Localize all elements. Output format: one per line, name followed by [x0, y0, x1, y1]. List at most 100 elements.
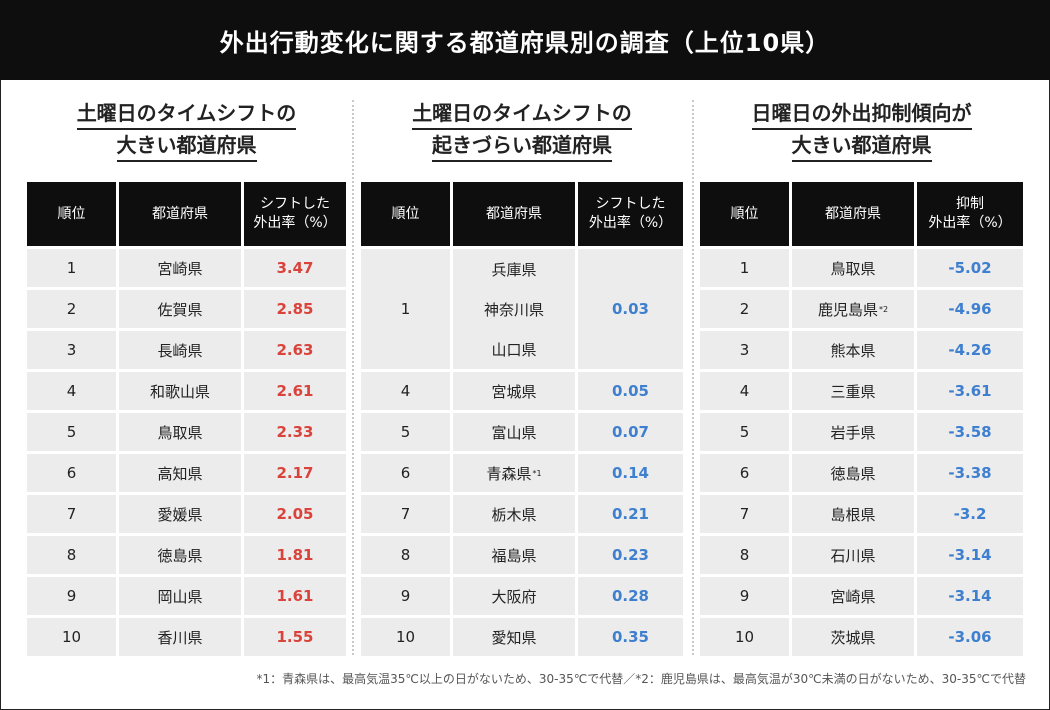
table-row: 5 岩手県 -3.58 — [700, 413, 1023, 451]
prefecture-cell: 熊本県 — [792, 331, 914, 369]
rank-cell: 5 — [361, 413, 450, 451]
header-cell-3: 抑制 外出率（%） — [917, 182, 1023, 246]
footnote-marker: *1 — [532, 468, 542, 478]
rank-cell: 7 — [700, 495, 789, 533]
rank-cell: 1 — [27, 249, 116, 287]
rank-cell: 8 — [361, 536, 450, 574]
divider-left — [352, 100, 354, 655]
panel-title-line2: 起きづらい都道府県 — [432, 130, 612, 162]
header-cell-1: 順位 — [361, 182, 450, 246]
prefecture-cell: 富山県 — [453, 413, 575, 451]
rank-cell: 2 — [700, 290, 789, 328]
prefecture-name: 富山県 — [491, 423, 537, 442]
value-cell: 0.14 — [578, 454, 683, 492]
panel-title: 土曜日のタイムシフトの 大きい都道府県 — [27, 98, 346, 168]
prefecture-cell: 佐賀県 — [119, 290, 241, 328]
rank-cell: 6 — [361, 454, 450, 492]
prefecture-name: 福島県 — [491, 546, 537, 565]
divider-right — [692, 100, 694, 655]
header-cell-1: 順位 — [27, 182, 116, 246]
header-cell-3: シフトした 外出率（%） — [244, 182, 346, 246]
prefecture-name: 佐賀県 — [157, 300, 203, 319]
value-cell: -3.61 — [917, 372, 1023, 410]
value-cell: 2.61 — [244, 372, 346, 410]
rank-cell: 1 — [361, 249, 450, 369]
panel-title-line1: 土曜日のタイムシフトの — [76, 98, 297, 130]
prefecture-cell: 三重県 — [792, 372, 914, 410]
value-cell: -3.14 — [917, 536, 1023, 574]
rank-cell: 10 — [700, 618, 789, 656]
table-row: 9 宮崎県 -3.14 — [700, 577, 1023, 615]
prefecture-cell: 福島県 — [453, 536, 575, 574]
value-cell: -3.14 — [917, 577, 1023, 615]
prefecture-cell: 島根県 — [792, 495, 914, 533]
prefecture-cell: 石川県 — [792, 536, 914, 574]
header-cell-2: 都道府県 — [119, 182, 241, 246]
table-row: 3 熊本県 -4.26 — [700, 331, 1023, 369]
table-body: 1 宮崎県 3.47 2 佐賀県 2.85 3 長崎県 2.63 4 和歌山県 2.61 5 鳥取県 2.3… — [27, 249, 346, 659]
value-cell: 3.47 — [244, 249, 346, 287]
table-row: 4 三重県 -3.61 — [700, 372, 1023, 410]
table-row: 8 徳島県 1.81 — [27, 536, 346, 574]
prefecture-cell: 宮崎県 — [119, 249, 241, 287]
prefecture-cell: 青森県 *1 — [453, 454, 575, 492]
table-row: 4 宮城県 0.05 — [361, 372, 683, 410]
rank-cell: 1 — [700, 249, 789, 287]
table-row: 5 鳥取県 2.33 — [27, 413, 346, 451]
table-row: 6 徳島県 -3.38 — [700, 454, 1023, 492]
value-cell: 1.81 — [244, 536, 346, 574]
header-cell-3: シフトした 外出率（%） — [578, 182, 683, 246]
prefecture-cell: 高知県 — [119, 454, 241, 492]
prefecture-name: 長崎県 — [157, 341, 203, 360]
rank-cell: 5 — [700, 413, 789, 451]
table-header: 順位 都道府県 シフトした 外出率（%） — [361, 182, 683, 246]
table-row: 7 栃木県 0.21 — [361, 495, 683, 533]
prefecture-name: 茨城県 — [830, 628, 876, 647]
table-header: 順位 都道府県 抑制 外出率（%） — [700, 182, 1023, 246]
prefecture-cell: 栃木県 — [453, 495, 575, 533]
rank-cell: 8 — [700, 536, 789, 574]
prefecture-cell: 岡山県 — [119, 577, 241, 615]
rank-cell: 6 — [700, 454, 789, 492]
value-cell: -3.06 — [917, 618, 1023, 656]
rank-cell: 4 — [27, 372, 116, 410]
table-row: 3 長崎県 2.63 — [27, 331, 346, 369]
prefecture-name: 島根県 — [830, 505, 876, 524]
page-title: 外出行動変化に関する都道府県別の調査（上位10県） — [0, 0, 1050, 80]
value-cell: 1.61 — [244, 577, 346, 615]
table-row: 9 大阪府 0.28 — [361, 577, 683, 615]
panel-title-line2: 大きい都道府県 — [116, 130, 257, 162]
prefecture-cell: 鹿児島県 *2 — [792, 290, 914, 328]
table-row: 2 佐賀県 2.85 — [27, 290, 346, 328]
rank-cell: 10 — [361, 618, 450, 656]
prefecture-name: 栃木県 — [491, 505, 537, 524]
prefecture-cell: 愛媛県 — [119, 495, 241, 533]
table-row: 7 島根県 -3.2 — [700, 495, 1023, 533]
footnote-marker: *2 — [878, 304, 889, 314]
table-row: 4 和歌山県 2.61 — [27, 372, 346, 410]
prefecture-cell: 鳥取県 — [119, 413, 241, 451]
rank-cell: 4 — [700, 372, 789, 410]
header-cell-2: 都道府県 — [453, 182, 575, 246]
prefecture-cell: 宮崎県 — [792, 577, 914, 615]
table-row: 9 岡山県 1.61 — [27, 577, 346, 615]
value-cell: 2.33 — [244, 413, 346, 451]
value-cell: 0.28 — [578, 577, 683, 615]
prefecture-name: 香川県 — [157, 628, 203, 647]
rank-cell: 6 — [27, 454, 116, 492]
value-cell: 0.05 — [578, 372, 683, 410]
table-row: 1 宮崎県 3.47 — [27, 249, 346, 287]
prefecture-cell: 茨城県 — [792, 618, 914, 656]
rank-cell: 3 — [700, 331, 789, 369]
prefecture-name: 愛媛県 — [157, 505, 203, 524]
rank-cell: 9 — [700, 577, 789, 615]
prefecture-name: 兵庫県 — [491, 260, 537, 279]
prefecture-name: 宮城県 — [491, 382, 537, 401]
table-row: 10 香川県 1.55 — [27, 618, 346, 656]
value-cell: 2.85 — [244, 290, 346, 328]
prefecture-name: 高知県 — [157, 464, 203, 483]
table-body: 1 兵庫県 神奈川県 山口県 0.03 4 宮城県 0.05 5 富山県 0.07 6 青森県 *1 0.1… — [361, 249, 683, 659]
rank-cell: 7 — [27, 495, 116, 533]
value-cell: -4.96 — [917, 290, 1023, 328]
value-cell: 2.63 — [244, 331, 346, 369]
